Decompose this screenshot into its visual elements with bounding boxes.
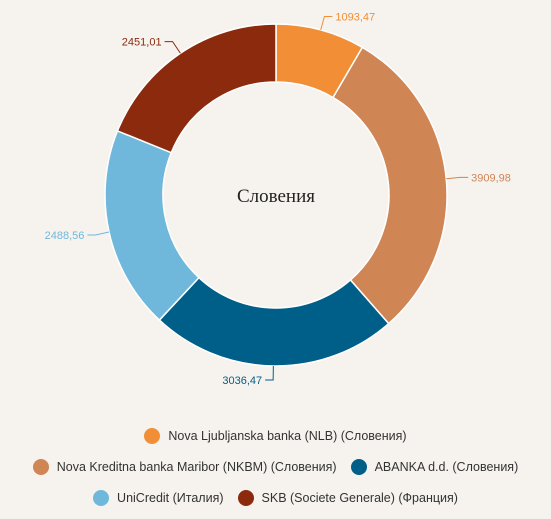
slice-1[interactable] xyxy=(332,46,448,325)
legend-item-1[interactable]: Nova Kreditna banka Maribor (NKBM) (Слов… xyxy=(32,458,337,475)
legend-item-0[interactable]: Nova Ljubljanska banka (NLB) (Словения) xyxy=(144,427,407,444)
legend-item-3[interactable]: UniCredit (Италия) xyxy=(93,489,224,506)
leader-line-0 xyxy=(320,15,333,31)
legend-item-2[interactable]: ABANKA d.d. (Словения) xyxy=(350,458,519,475)
data-label-1: 3909,98 xyxy=(471,172,511,184)
legend-row-1: Nova Kreditna banka Maribor (NKBM) (Слов… xyxy=(0,451,551,482)
legend-swatch-4 xyxy=(237,489,254,506)
slice-2[interactable] xyxy=(158,276,390,367)
data-label-4: 2451,01 xyxy=(122,37,162,49)
legend-swatch-1 xyxy=(32,458,49,475)
leader-line-1 xyxy=(446,176,469,180)
slice-3[interactable] xyxy=(104,129,200,322)
leader-line-2 xyxy=(265,365,274,381)
legend-label-2: ABANKA d.d. (Словения) xyxy=(374,459,519,474)
legend-row-0: Nova Ljubljanska banka (NLB) (Словения) xyxy=(0,420,551,451)
slice-4[interactable] xyxy=(116,23,277,154)
legend-row-2: UniCredit (Италия) SKB (Societe Generale)… xyxy=(0,482,551,513)
legend-label-1: Nova Kreditna banka Maribor (NKBM) (Слов… xyxy=(56,459,337,474)
donut-chart: 1093,47 3909,98 3036,47 2488,56 2451,01 Слов… xyxy=(45,11,511,387)
leader-line-3 xyxy=(87,231,110,236)
legend-item-4[interactable]: SKB (Societe Generale) (Франция) xyxy=(237,489,458,506)
legend-swatch-0 xyxy=(144,427,161,444)
legend: Nova Ljubljanska banka (NLB) (Словения) N… xyxy=(0,420,551,513)
legend-label-4: SKB (Societe Generale) (Франция) xyxy=(261,490,458,505)
data-label-3: 2488,56 xyxy=(45,230,85,242)
data-label-0: 1093,47 xyxy=(335,11,375,23)
leader-line-4 xyxy=(164,41,181,54)
legend-swatch-2 xyxy=(350,458,367,475)
legend-label-3: UniCredit (Италия) xyxy=(117,490,224,505)
legend-swatch-3 xyxy=(93,489,110,506)
center-label: Словения xyxy=(237,186,315,207)
data-label-2: 3036,47 xyxy=(222,375,262,387)
legend-label-0: Nova Ljubljanska banka (NLB) (Словения) xyxy=(168,428,407,443)
